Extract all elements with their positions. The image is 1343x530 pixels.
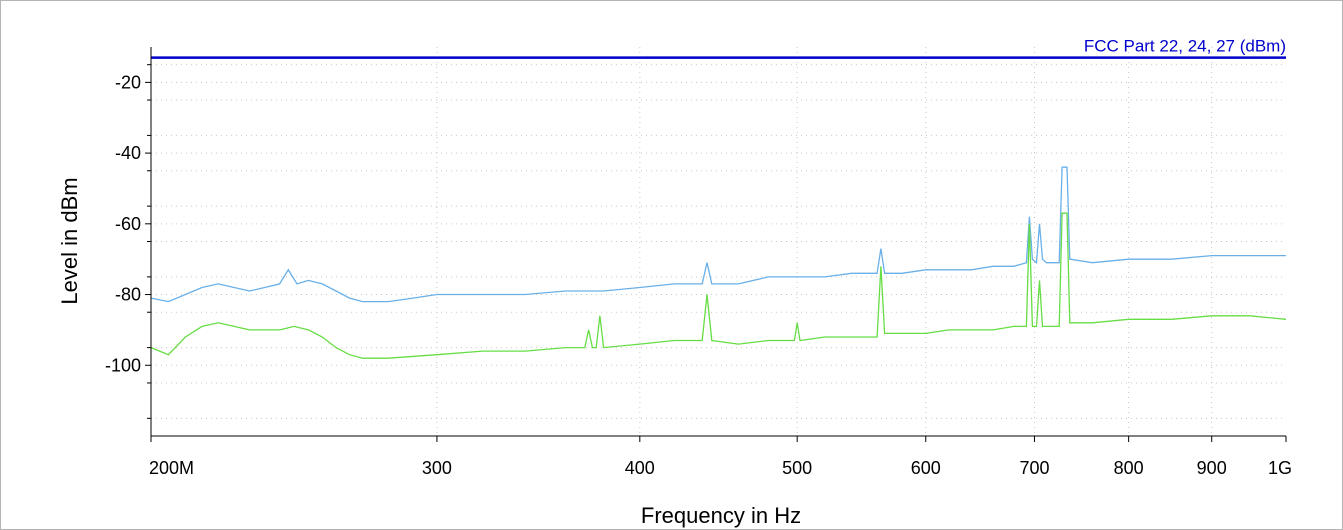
limit-layer: FCC Part 22, 24, 27 (dBm) <box>151 37 1286 59</box>
axes-layer: -20 -40 -60 -80 -100 200M 300 400 500 600 700 800 90… <box>105 47 1292 478</box>
y-tick-label: -60 <box>115 214 141 234</box>
series-line-2 <box>150 212 1287 359</box>
x-tick-label: 300 <box>422 458 452 478</box>
y-tick-label: -20 <box>115 72 141 92</box>
x-tick-label: 1G <box>1268 458 1292 478</box>
series-layer <box>150 166 1287 359</box>
x-tick-label: 900 <box>1197 458 1227 478</box>
x-tick-label: 600 <box>911 458 941 478</box>
limit-line-label: FCC Part 22, 24, 27 (dBm) <box>1084 37 1286 56</box>
x-tick-label: 400 <box>625 458 655 478</box>
x-tick-label: 800 <box>1114 458 1144 478</box>
x-tick-label: 700 <box>1019 458 1049 478</box>
series-line-1 <box>150 166 1286 303</box>
grid-layer <box>151 47 1286 436</box>
x-tick-label: 500 <box>782 458 812 478</box>
y-tick-label: -40 <box>115 143 141 163</box>
y-tick-label: -80 <box>115 285 141 305</box>
x-axis-title: Frequency in Hz <box>641 503 801 528</box>
y-tick-label: -100 <box>105 355 141 375</box>
x-tick-label: 200M <box>149 458 194 478</box>
y-axis-title: Level in dBm <box>57 177 82 304</box>
